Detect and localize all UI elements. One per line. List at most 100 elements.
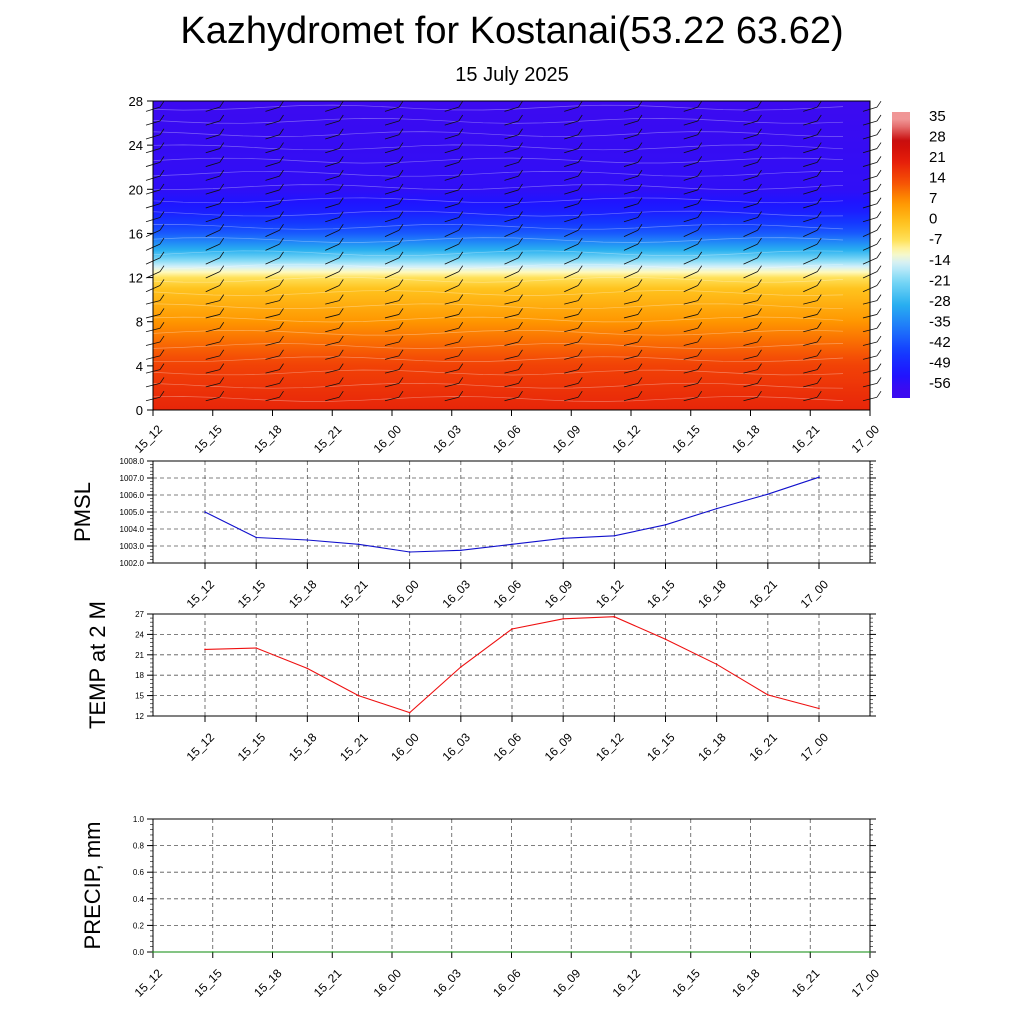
wind-barb	[623, 142, 643, 154]
wind-barb	[683, 265, 703, 279]
y-tick-label: 24	[135, 630, 144, 639]
wind-barb	[205, 349, 225, 360]
y-tick-label: 24	[129, 138, 143, 153]
x-tick-label: 15_15	[235, 577, 269, 611]
x-tick-label: 16_12	[593, 730, 627, 764]
wind-barb	[205, 156, 225, 167]
wind-barb	[325, 100, 344, 112]
wind-barb	[623, 335, 643, 346]
wind-barb	[743, 390, 762, 402]
wind-barb	[325, 128, 344, 140]
wind-barb	[444, 308, 464, 319]
wind-barb	[325, 169, 344, 181]
cross-section-field	[153, 101, 870, 410]
wind-barb	[803, 322, 822, 333]
x-tick-label: 16_06	[491, 730, 525, 764]
wind-barb	[623, 349, 643, 360]
wind-barb	[803, 335, 822, 346]
y-tick-label: 1.0	[133, 815, 145, 824]
wind-barb	[743, 251, 762, 265]
wind-barb	[504, 335, 523, 346]
x-tick-label: 17_00	[849, 966, 883, 1000]
x-tick-label: 15_21	[311, 422, 345, 456]
y-tick-label: 0.4	[133, 895, 145, 904]
contour-line	[152, 250, 844, 257]
wind-barb	[384, 224, 404, 237]
wind-barb	[683, 377, 703, 388]
x-tick-label: 16_18	[729, 422, 763, 456]
wind-barb	[205, 363, 225, 374]
wind-barb	[743, 128, 762, 140]
wind-barb	[504, 390, 523, 402]
wind-barb	[623, 100, 643, 112]
x-tick-label: 17_00	[849, 422, 883, 456]
precip-data-point	[450, 951, 453, 953]
wind-barb	[623, 128, 643, 140]
wind-barb	[384, 100, 404, 112]
wind-barb	[384, 142, 404, 154]
contour-line	[152, 396, 844, 402]
temp2m-data-point	[511, 628, 513, 630]
y-tick-label: 1003.0	[120, 542, 145, 551]
wind-barb	[803, 114, 822, 126]
contour-line	[152, 118, 844, 124]
wind-barb	[265, 279, 284, 293]
wind-barb	[444, 335, 464, 346]
wind-barb	[325, 363, 344, 374]
wind-barb	[265, 237, 284, 251]
wind-barb	[325, 377, 344, 388]
temp2m-data-point	[562, 617, 564, 620]
wind-barb	[384, 349, 404, 360]
wind-barb	[265, 322, 284, 333]
precip-data-point	[271, 951, 274, 953]
panel-frame	[152, 613, 871, 717]
wind-barb	[205, 114, 225, 126]
precip-data-point	[809, 951, 812, 953]
wind-barb	[384, 197, 404, 209]
wind-barb	[743, 294, 762, 305]
pmsl-data-point	[511, 543, 513, 546]
wind-barb	[265, 265, 284, 279]
wind-barb	[325, 308, 344, 319]
colorbar-label: -35	[929, 313, 951, 330]
wind-barb	[384, 363, 404, 374]
wind-barb	[504, 322, 523, 333]
colorbar-label: -7	[929, 231, 942, 248]
pmsl-data-point	[818, 476, 820, 478]
wind-barb	[683, 349, 703, 360]
wind-barb	[444, 114, 464, 126]
wind-barb	[265, 100, 284, 112]
wind-barb	[205, 251, 225, 265]
temp2m-data-point	[818, 707, 820, 710]
x-tick-label: 15_15	[191, 966, 225, 1000]
wind-barb	[683, 114, 703, 126]
wind-barb	[444, 169, 464, 181]
wind-barb	[504, 114, 523, 126]
precip-data-point	[510, 951, 513, 953]
wind-barb	[325, 197, 344, 209]
wind-barb	[504, 363, 523, 374]
wind-barb	[803, 142, 822, 154]
wind-barb	[444, 183, 464, 195]
wind-barb	[504, 156, 523, 167]
colorbar-label: 28	[929, 129, 946, 146]
x-tick-label: 16_12	[610, 422, 644, 456]
wind-barb	[683, 197, 703, 209]
wind-barb	[803, 349, 822, 360]
temp2m-data-point	[715, 663, 718, 666]
x-tick-label: 15_18	[286, 577, 320, 611]
wind-barb	[325, 237, 344, 251]
wind-barb	[683, 279, 703, 293]
wind-barb	[683, 363, 703, 374]
wind-barb	[564, 251, 583, 265]
wind-barb	[803, 308, 822, 319]
wind-barb	[444, 363, 464, 374]
x-tick-label: 16_06	[490, 422, 524, 456]
contour-line	[152, 303, 844, 310]
wind-barb	[564, 390, 583, 402]
wind-barb	[384, 183, 404, 195]
wind-barb	[265, 251, 284, 265]
x-tick-label: 16_21	[746, 577, 780, 611]
wind-barb	[504, 211, 523, 223]
wind-barb	[803, 363, 822, 374]
